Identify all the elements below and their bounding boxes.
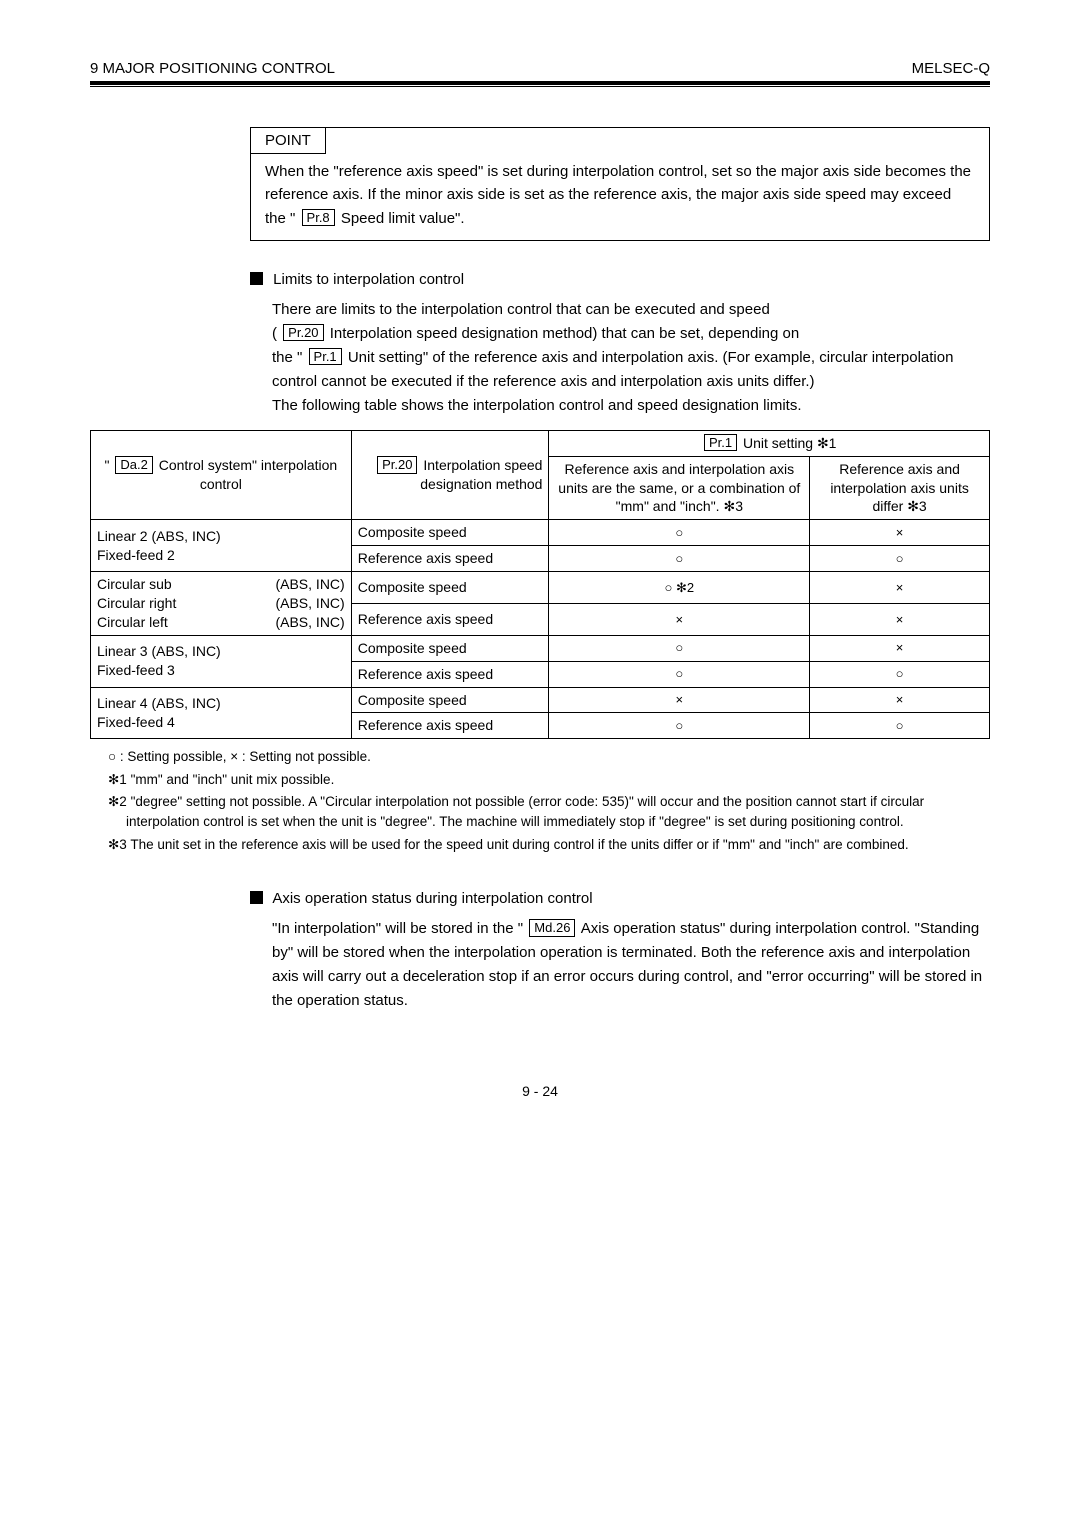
param-pr20-b: Pr.20: [377, 456, 417, 474]
r1-m1: Composite speed: [351, 572, 549, 604]
r0-m2: Reference axis speed: [351, 546, 549, 572]
axis-heading: Axis operation status during interpolati…: [250, 890, 990, 907]
limits-p2a: the ": [272, 349, 302, 366]
r3-v1a: ×: [549, 687, 810, 713]
r2-nb: Fixed-feed 3: [97, 662, 175, 678]
r1-na: Circular sub: [97, 575, 172, 594]
r3-v2b: ○: [810, 713, 990, 739]
chapter-title: 9 MAJOR POSITIONING CONTROL: [90, 60, 335, 77]
brand-label: MELSEC-Q: [912, 60, 990, 77]
param-pr20-a: Pr.20: [283, 324, 323, 342]
r3-na: Linear 4 (ABS, INC): [97, 695, 221, 711]
page-number: 9 - 24: [90, 1083, 990, 1099]
limits-body: There are limits to the interpolation co…: [272, 298, 990, 418]
r0-name-b: Fixed-feed 2: [97, 547, 175, 563]
r2-v1a: ○: [549, 635, 810, 661]
r1-m2: Reference axis speed: [351, 603, 549, 635]
page-header: 9 MAJOR POSITIONING CONTROL MELSEC-Q: [90, 60, 990, 77]
limits-heading: Limits to interpolation control: [250, 271, 990, 288]
r1-v2b: ×: [810, 603, 990, 635]
r1-sa: (ABS, INC): [275, 575, 344, 594]
r2-na: Linear 3 (ABS, INC): [97, 643, 221, 659]
r3-v2a: ○: [549, 713, 810, 739]
axis-p1a: "In interpolation" will be stored in the…: [272, 920, 523, 937]
param-pr1-a: Pr.1: [309, 348, 342, 366]
param-pr8: Pr.8: [302, 209, 335, 227]
r2-m2: Reference axis speed: [351, 661, 549, 687]
th-interp: Interpolation speed designation method: [420, 457, 542, 492]
r0-v2b: ○: [810, 546, 990, 572]
note-1: ✻1 "mm" and "inch" unit mix possible.: [108, 770, 990, 790]
limits-p2b: Unit setting" of the reference axis and …: [272, 349, 953, 390]
limits-p1b: Interpolation speed designation method) …: [330, 325, 800, 342]
note-legend: ○ : Setting possible, × : Setting not po…: [108, 747, 990, 767]
r2-v1b: ×: [810, 635, 990, 661]
r1-v2a: ×: [549, 603, 810, 635]
header-rule: [90, 81, 990, 87]
th-unit: Unit setting ✻1: [743, 435, 836, 451]
point-box: POINT When the "reference axis speed" is…: [250, 127, 990, 241]
r3-nb: Fixed-feed 4: [97, 714, 175, 730]
limits-table: " Da.2 Control system" interpolation con…: [90, 430, 990, 740]
note-3: ✻3 The unit set in the reference axis wi…: [108, 835, 990, 855]
bullet-icon: [250, 272, 263, 285]
point-body: When the "reference axis speed" is set d…: [251, 154, 989, 240]
r0-v2a: ○: [549, 546, 810, 572]
th-col-a: Reference axis and interpolation axis un…: [549, 456, 810, 520]
r1-v1a: ○ ✻2: [549, 572, 810, 604]
r1-sc: (ABS, INC): [275, 613, 344, 632]
r2-m1: Composite speed: [351, 635, 549, 661]
th-col-b: Reference axis and interpolation axis un…: [810, 456, 990, 520]
axis-body: "In interpolation" will be stored in the…: [272, 917, 990, 1013]
r1-sb: (ABS, INC): [275, 594, 344, 613]
r1-nc: Circular left: [97, 613, 168, 632]
limits-p3: The following table shows the interpolat…: [272, 397, 801, 414]
limits-title: Limits to interpolation control: [273, 271, 464, 288]
point-title: POINT: [251, 128, 326, 154]
axis-title: Axis operation status during interpolati…: [272, 890, 592, 907]
point-text-b: Speed limit value".: [341, 210, 465, 227]
r3-m1: Composite speed: [351, 687, 549, 713]
r0-name-a: Linear 2 (ABS, INC): [97, 528, 221, 544]
r1-v1b: ×: [810, 572, 990, 604]
limits-p1: There are limits to the interpolation co…: [272, 301, 770, 318]
param-md26: Md.26: [529, 919, 575, 937]
r2-v2b: ○: [810, 661, 990, 687]
r0-v1b: ×: [810, 520, 990, 546]
param-pr1-b: Pr.1: [704, 434, 737, 452]
r3-m2: Reference axis speed: [351, 713, 549, 739]
r0-m1: Composite speed: [351, 520, 549, 546]
r1-nb: Circular right: [97, 594, 176, 613]
table-notes: ○ : Setting possible, × : Setting not po…: [90, 747, 990, 854]
r3-v1b: ×: [810, 687, 990, 713]
param-da2: Da.2: [115, 456, 152, 474]
note-2: ✻2 "degree" setting not possible. A "Cir…: [108, 792, 990, 831]
th-control: Control system" interpolation control: [159, 457, 338, 492]
r2-v2a: ○: [549, 661, 810, 687]
bullet-icon: [250, 891, 263, 904]
r0-v1a: ○: [549, 520, 810, 546]
